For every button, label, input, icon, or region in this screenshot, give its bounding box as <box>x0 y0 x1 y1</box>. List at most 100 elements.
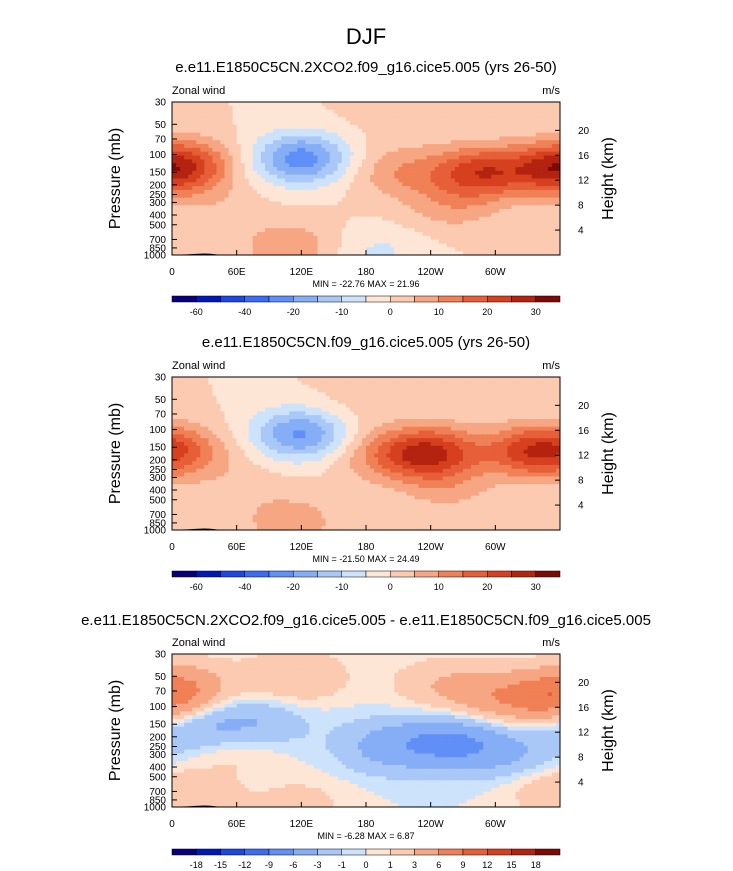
field-cell <box>515 407 521 413</box>
field-cell <box>454 415 460 420</box>
field-cell <box>527 377 533 382</box>
field-cell <box>281 243 286 248</box>
field-cell <box>483 147 488 153</box>
field-cell <box>281 186 286 191</box>
field-cell <box>370 140 375 145</box>
field-cell <box>224 228 230 233</box>
field-cell <box>260 212 266 218</box>
field-cell <box>309 197 315 203</box>
field-cell <box>463 155 468 160</box>
field-cell <box>475 377 480 382</box>
field-cell <box>463 159 468 164</box>
field-cell <box>467 209 472 214</box>
field-cell <box>386 102 391 107</box>
field-cell <box>390 159 395 164</box>
field-cell <box>180 124 185 130</box>
field-cell <box>531 140 537 145</box>
field-cell <box>345 182 351 187</box>
field-cell <box>434 178 440 183</box>
field-cell <box>450 197 456 203</box>
field-cell <box>458 205 464 210</box>
field-cell <box>220 155 226 160</box>
field-cell <box>321 205 327 210</box>
field-cell <box>535 193 541 199</box>
field-cell <box>511 186 517 191</box>
field-cell <box>313 109 319 115</box>
field-cell <box>507 235 513 241</box>
field-cell <box>220 167 226 172</box>
field-cell <box>240 121 246 126</box>
field-cell <box>414 182 420 187</box>
field-cell <box>523 377 529 382</box>
field-cell <box>386 220 391 225</box>
field-cell <box>353 415 359 420</box>
field-cell <box>176 396 181 401</box>
field-cell <box>252 235 258 241</box>
field-cell <box>386 396 391 401</box>
field-cell <box>551 205 557 210</box>
field-cell <box>378 140 383 145</box>
field-cell <box>200 117 205 122</box>
field-cell <box>398 105 403 111</box>
field-cell <box>547 144 553 149</box>
field-cell <box>305 377 311 382</box>
field-cell <box>458 220 464 225</box>
field-cell <box>535 247 541 252</box>
field-cell <box>499 384 505 390</box>
field-cell <box>305 415 311 420</box>
field-cell <box>535 232 541 237</box>
field-cell <box>450 174 456 180</box>
field-cell <box>212 388 218 393</box>
field-cell <box>305 174 311 180</box>
field-cell <box>398 144 403 149</box>
field-cell <box>386 151 391 157</box>
field-cell <box>244 170 250 176</box>
field-cell <box>366 132 371 138</box>
field-cell <box>398 411 403 416</box>
field-cell <box>277 235 282 241</box>
field-cell <box>446 170 452 176</box>
field-cell <box>487 136 492 141</box>
field-cell <box>454 197 460 203</box>
field-cell <box>281 170 286 176</box>
field-cell <box>289 407 294 413</box>
field-cell <box>236 170 242 176</box>
field-cell <box>305 105 311 111</box>
field-cell <box>430 235 436 241</box>
field-cell <box>539 224 545 229</box>
field-cell <box>313 209 319 214</box>
field-cell <box>285 235 290 241</box>
field-cell <box>390 147 395 153</box>
field-cell <box>285 419 290 424</box>
field-cell <box>297 247 302 252</box>
field-cell <box>402 243 408 248</box>
field-cell <box>402 109 408 115</box>
field-cell <box>495 167 500 172</box>
field-cell <box>204 167 209 172</box>
field-cell <box>463 388 468 393</box>
field-cell <box>293 136 298 141</box>
field-cell <box>531 189 537 195</box>
field-cell <box>535 239 541 245</box>
field-cell <box>551 247 557 252</box>
field-cell <box>414 113 420 118</box>
field-cell <box>361 407 367 413</box>
field-cell <box>269 201 274 206</box>
field-cell <box>240 419 246 424</box>
field-cell <box>184 113 189 118</box>
field-cell <box>244 209 250 214</box>
field-cell <box>398 186 403 191</box>
field-cell <box>321 411 327 416</box>
field-cell <box>353 128 359 134</box>
field-cell <box>216 235 222 241</box>
field-cell <box>499 182 505 187</box>
field-cell <box>240 197 246 203</box>
field-cell <box>345 132 351 138</box>
field-cell <box>349 159 355 164</box>
field-cell <box>434 128 440 134</box>
field-cell <box>410 170 416 176</box>
field-cell <box>293 109 298 115</box>
field-cell <box>555 399 560 405</box>
field-cell <box>503 197 509 203</box>
